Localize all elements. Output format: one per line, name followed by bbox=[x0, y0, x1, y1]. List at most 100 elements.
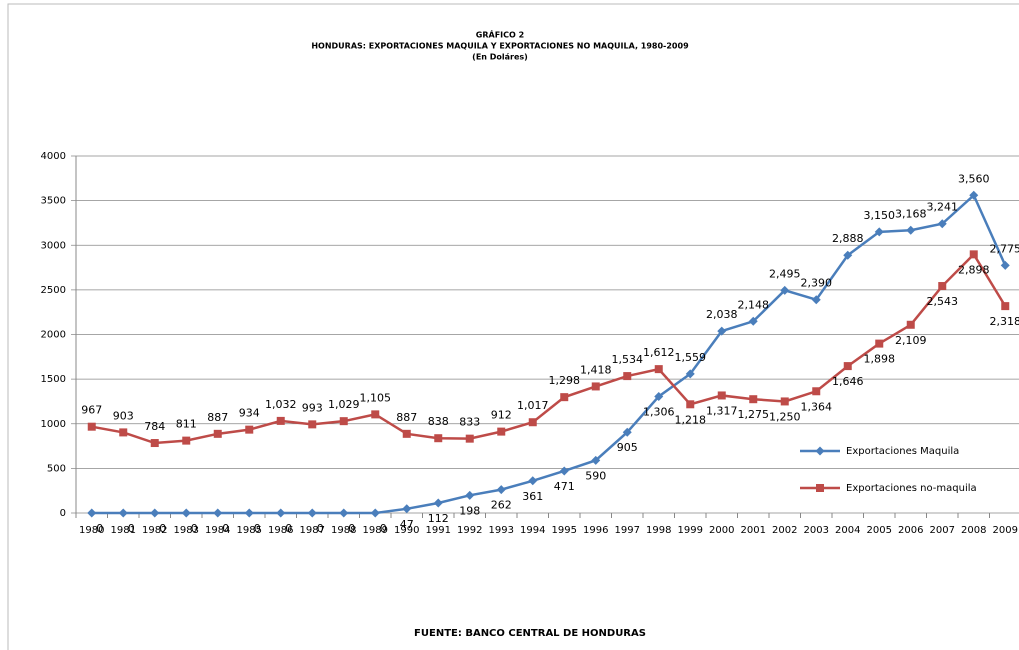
y-tick-label: 500 bbox=[47, 463, 66, 474]
x-tick-label: 1999 bbox=[678, 525, 703, 536]
data-label: 1,218 bbox=[675, 413, 707, 426]
marker bbox=[748, 316, 758, 326]
x-tick-label: 1990 bbox=[394, 525, 419, 536]
marker bbox=[1000, 260, 1010, 270]
marker bbox=[182, 436, 191, 445]
data-label: 1,418 bbox=[580, 363, 612, 376]
data-label: 1,612 bbox=[643, 346, 675, 359]
x-tick-label: 1986 bbox=[268, 525, 293, 536]
data-label: 1,298 bbox=[549, 374, 581, 387]
data-label: 47 bbox=[400, 518, 414, 531]
data-label: 1,029 bbox=[328, 398, 360, 411]
marker bbox=[591, 382, 600, 391]
data-label: 471 bbox=[554, 480, 575, 493]
y-tick-label: 1000 bbox=[41, 419, 66, 430]
marker bbox=[433, 498, 443, 508]
chart-subtitle: HONDURAS: EXPORTACIONES MAQUILA Y EXPORT… bbox=[311, 42, 689, 51]
marker bbox=[622, 427, 632, 437]
data-label: 1,364 bbox=[801, 400, 833, 413]
data-label: 1,105 bbox=[360, 391, 392, 404]
data-label: 905 bbox=[617, 441, 638, 454]
x-tick-label: 1984 bbox=[205, 525, 230, 536]
marker bbox=[497, 427, 506, 436]
data-label: 2,775 bbox=[990, 242, 1019, 255]
data-label: 0 bbox=[222, 522, 229, 535]
marker bbox=[528, 476, 538, 486]
marker bbox=[906, 320, 915, 329]
marker bbox=[906, 225, 916, 235]
marker bbox=[591, 455, 601, 465]
marker bbox=[213, 429, 222, 438]
data-label: 903 bbox=[113, 409, 134, 422]
y-tick-label: 3500 bbox=[41, 196, 66, 207]
x-tick-label: 1983 bbox=[174, 525, 199, 536]
data-label: 2,390 bbox=[801, 277, 833, 290]
marker bbox=[371, 410, 380, 419]
data-label: 1,559 bbox=[675, 351, 707, 364]
frame bbox=[7, 3, 1019, 650]
data-label: 811 bbox=[176, 418, 197, 431]
marker bbox=[938, 282, 947, 291]
marker bbox=[402, 504, 412, 514]
x-tick-label: 2000 bbox=[709, 525, 734, 536]
x-tick-label: 1998 bbox=[646, 525, 671, 536]
marker bbox=[245, 425, 254, 434]
chart-units: (En Doláres) bbox=[472, 53, 528, 62]
x-tick-label: 1997 bbox=[615, 525, 640, 536]
x-tick-label: 1987 bbox=[300, 525, 325, 536]
marker bbox=[150, 439, 159, 448]
data-label: 887 bbox=[207, 411, 228, 424]
x-tick-label: 1992 bbox=[457, 525, 482, 536]
data-label: 0 bbox=[317, 522, 324, 535]
data-label: 0 bbox=[159, 522, 166, 535]
marker bbox=[559, 466, 569, 476]
data-label: 934 bbox=[239, 407, 260, 420]
marker bbox=[118, 508, 128, 518]
x-tick-label: 1980 bbox=[79, 525, 104, 536]
x-tick-label: 1994 bbox=[520, 525, 545, 536]
x-tick-label: 1996 bbox=[583, 525, 608, 536]
marker bbox=[244, 508, 254, 518]
marker bbox=[623, 372, 632, 381]
source: FUENTE: BANCO CENTRAL DE HONDURAS bbox=[414, 628, 646, 639]
x-tick-label: 1993 bbox=[489, 525, 514, 536]
x-tick-label: 1982 bbox=[142, 525, 167, 536]
marker bbox=[307, 508, 317, 518]
data-label: 967 bbox=[81, 404, 102, 417]
marker bbox=[465, 434, 474, 443]
data-label: 0 bbox=[348, 522, 355, 535]
data-label: 838 bbox=[428, 415, 449, 428]
data-label: 887 bbox=[396, 411, 417, 424]
marker bbox=[119, 428, 128, 437]
marker bbox=[528, 418, 537, 427]
data-label: 0 bbox=[380, 522, 387, 535]
marker bbox=[843, 362, 852, 371]
y-tick-label: 2500 bbox=[41, 285, 66, 296]
data-label: 2,318 bbox=[990, 315, 1019, 328]
marker bbox=[969, 190, 979, 200]
marker bbox=[812, 387, 821, 396]
data-label: 2,038 bbox=[706, 308, 738, 321]
y-tick-label: 3000 bbox=[41, 240, 66, 251]
x-tick-label: 2003 bbox=[804, 525, 829, 536]
data-label: 2,543 bbox=[927, 295, 959, 308]
data-label: 833 bbox=[459, 416, 480, 429]
x-tick-label: 2004 bbox=[835, 525, 860, 536]
x-tick-label: 2006 bbox=[898, 525, 923, 536]
x-tick-label: 1985 bbox=[237, 525, 262, 536]
data-label: 0 bbox=[285, 522, 292, 535]
x-tick-label: 1988 bbox=[331, 525, 356, 536]
marker bbox=[816, 484, 824, 492]
data-label: 262 bbox=[491, 499, 512, 512]
x-tick-label: 1991 bbox=[426, 525, 451, 536]
marker bbox=[181, 508, 191, 518]
data-label: 112 bbox=[428, 512, 449, 525]
marker bbox=[1001, 302, 1010, 311]
data-label: 3,150 bbox=[864, 209, 896, 222]
marker bbox=[874, 227, 884, 237]
x-tick-label: 2001 bbox=[741, 525, 766, 536]
marker bbox=[969, 250, 978, 259]
marker bbox=[150, 508, 160, 518]
y-tick-label: 0 bbox=[60, 508, 66, 519]
